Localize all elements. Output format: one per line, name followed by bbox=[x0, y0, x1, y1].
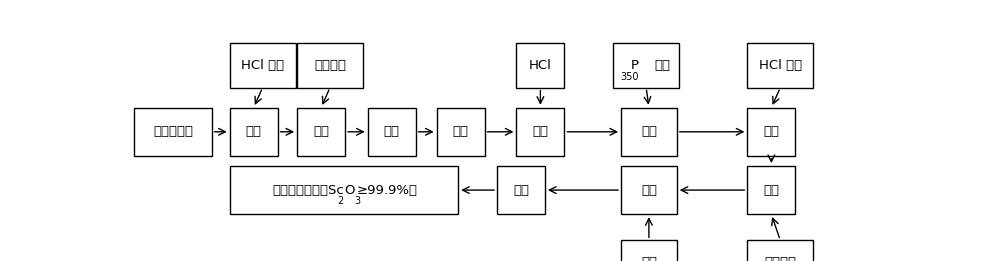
Text: 350: 350 bbox=[620, 72, 638, 81]
Text: ≥99.9%）: ≥99.9%） bbox=[357, 183, 418, 197]
Bar bbox=[516, 108, 564, 156]
Text: HCl 溶液: HCl 溶液 bbox=[241, 59, 284, 72]
Text: 溶解: 溶解 bbox=[532, 125, 548, 138]
Bar bbox=[497, 166, 545, 214]
Text: 浸出: 浸出 bbox=[246, 125, 262, 138]
Text: 反萃: 反萃 bbox=[763, 183, 779, 197]
Text: HCl 溶液: HCl 溶液 bbox=[759, 59, 802, 72]
Bar bbox=[613, 43, 679, 88]
Text: P: P bbox=[630, 59, 638, 72]
Text: 萃取: 萃取 bbox=[641, 125, 657, 138]
Bar bbox=[230, 166, 458, 214]
Bar bbox=[134, 108, 212, 156]
Bar bbox=[747, 108, 795, 156]
Text: 氧化钪粗品: 氧化钪粗品 bbox=[153, 125, 193, 138]
Text: 草酸溶液: 草酸溶液 bbox=[314, 59, 346, 72]
Text: 煅烧: 煅烧 bbox=[453, 125, 469, 138]
Text: 3: 3 bbox=[355, 196, 361, 206]
Bar bbox=[437, 108, 485, 156]
Bar bbox=[516, 43, 564, 88]
Bar bbox=[621, 240, 677, 261]
Bar bbox=[747, 240, 813, 261]
Text: 过滤: 过滤 bbox=[384, 125, 400, 138]
Text: 沉淀: 沉淀 bbox=[313, 125, 329, 138]
Bar bbox=[747, 43, 813, 88]
Text: 高纯度氧化钪（Sc: 高纯度氧化钪（Sc bbox=[272, 183, 344, 197]
Text: 酸洗: 酸洗 bbox=[763, 125, 779, 138]
Text: 体系: 体系 bbox=[654, 59, 670, 72]
Bar bbox=[368, 108, 416, 156]
Text: HCl: HCl bbox=[529, 59, 552, 72]
Text: 煅烧: 煅烧 bbox=[513, 183, 529, 197]
Text: 草酸: 草酸 bbox=[641, 256, 657, 261]
Bar bbox=[621, 166, 677, 214]
Bar bbox=[230, 108, 278, 156]
Bar bbox=[621, 108, 677, 156]
Bar bbox=[297, 43, 363, 88]
Bar bbox=[230, 43, 296, 88]
Text: 氨水溶液: 氨水溶液 bbox=[764, 256, 796, 261]
Text: O: O bbox=[345, 183, 355, 197]
Bar bbox=[747, 166, 795, 214]
Text: 2: 2 bbox=[337, 196, 343, 206]
Text: 沉淀: 沉淀 bbox=[641, 183, 657, 197]
Bar bbox=[297, 108, 345, 156]
